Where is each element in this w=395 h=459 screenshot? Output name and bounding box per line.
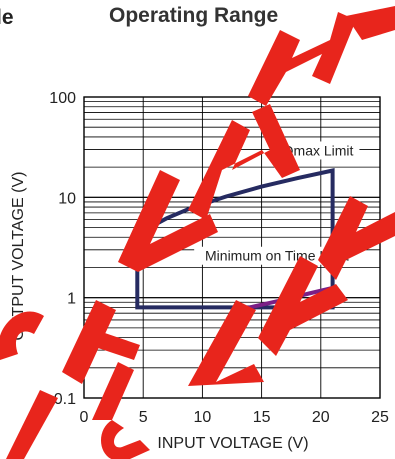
- x-tick-label: 15: [253, 409, 271, 426]
- watermark-letter-shape: [188, 300, 264, 386]
- y-tick-label: 10: [58, 190, 76, 207]
- watermark-letter-shape: [62, 300, 140, 384]
- x-tick-label: 5: [139, 409, 148, 426]
- watermark-letter-shape: [0, 311, 44, 360]
- y-tick-label: 1: [67, 291, 76, 308]
- x-axis-label: INPUT VOLTAGE (V): [157, 435, 308, 452]
- x-tick-label: 10: [194, 409, 212, 426]
- tick-labels: 0 5 10 15 20 25 0.1 1 10 100: [49, 90, 389, 426]
- annotation-label: Minimum on Time Limit: [205, 248, 349, 264]
- truncated-heading-fragment: le: [0, 6, 14, 29]
- watermark-letter-shape: [258, 256, 348, 356]
- watermark-overlay: [0, 6, 395, 459]
- annotation-layer: Dmax Limit Minimum on Time Limit: [194, 141, 360, 265]
- x-tick-label: 0: [80, 409, 89, 426]
- watermark-letter-shape: [346, 6, 395, 40]
- watermark-letter-shape: [248, 12, 356, 106]
- annotation-label: Dmax Limit: [283, 142, 353, 158]
- y-tick-label: 100: [49, 90, 76, 107]
- annotation-bg: [277, 141, 360, 160]
- y-tick-label: 0.1: [54, 391, 76, 408]
- watermark-letter-shape: [318, 196, 395, 280]
- watermark-letter-shape: [92, 362, 134, 420]
- plot-frame: [83, 96, 381, 399]
- watermark-letter-shape: [118, 170, 218, 272]
- x-tick-label: 20: [312, 409, 330, 426]
- chart-title: Operating Range: [109, 4, 279, 27]
- watermark-letter-shape: [6, 390, 58, 459]
- watermark-letter-shape: [101, 420, 150, 459]
- x-tick-label: 25: [371, 409, 389, 426]
- watermark-letter-shape: [188, 104, 300, 220]
- y-axis-label: OUTPUT VOLTAGE (V): [10, 172, 27, 341]
